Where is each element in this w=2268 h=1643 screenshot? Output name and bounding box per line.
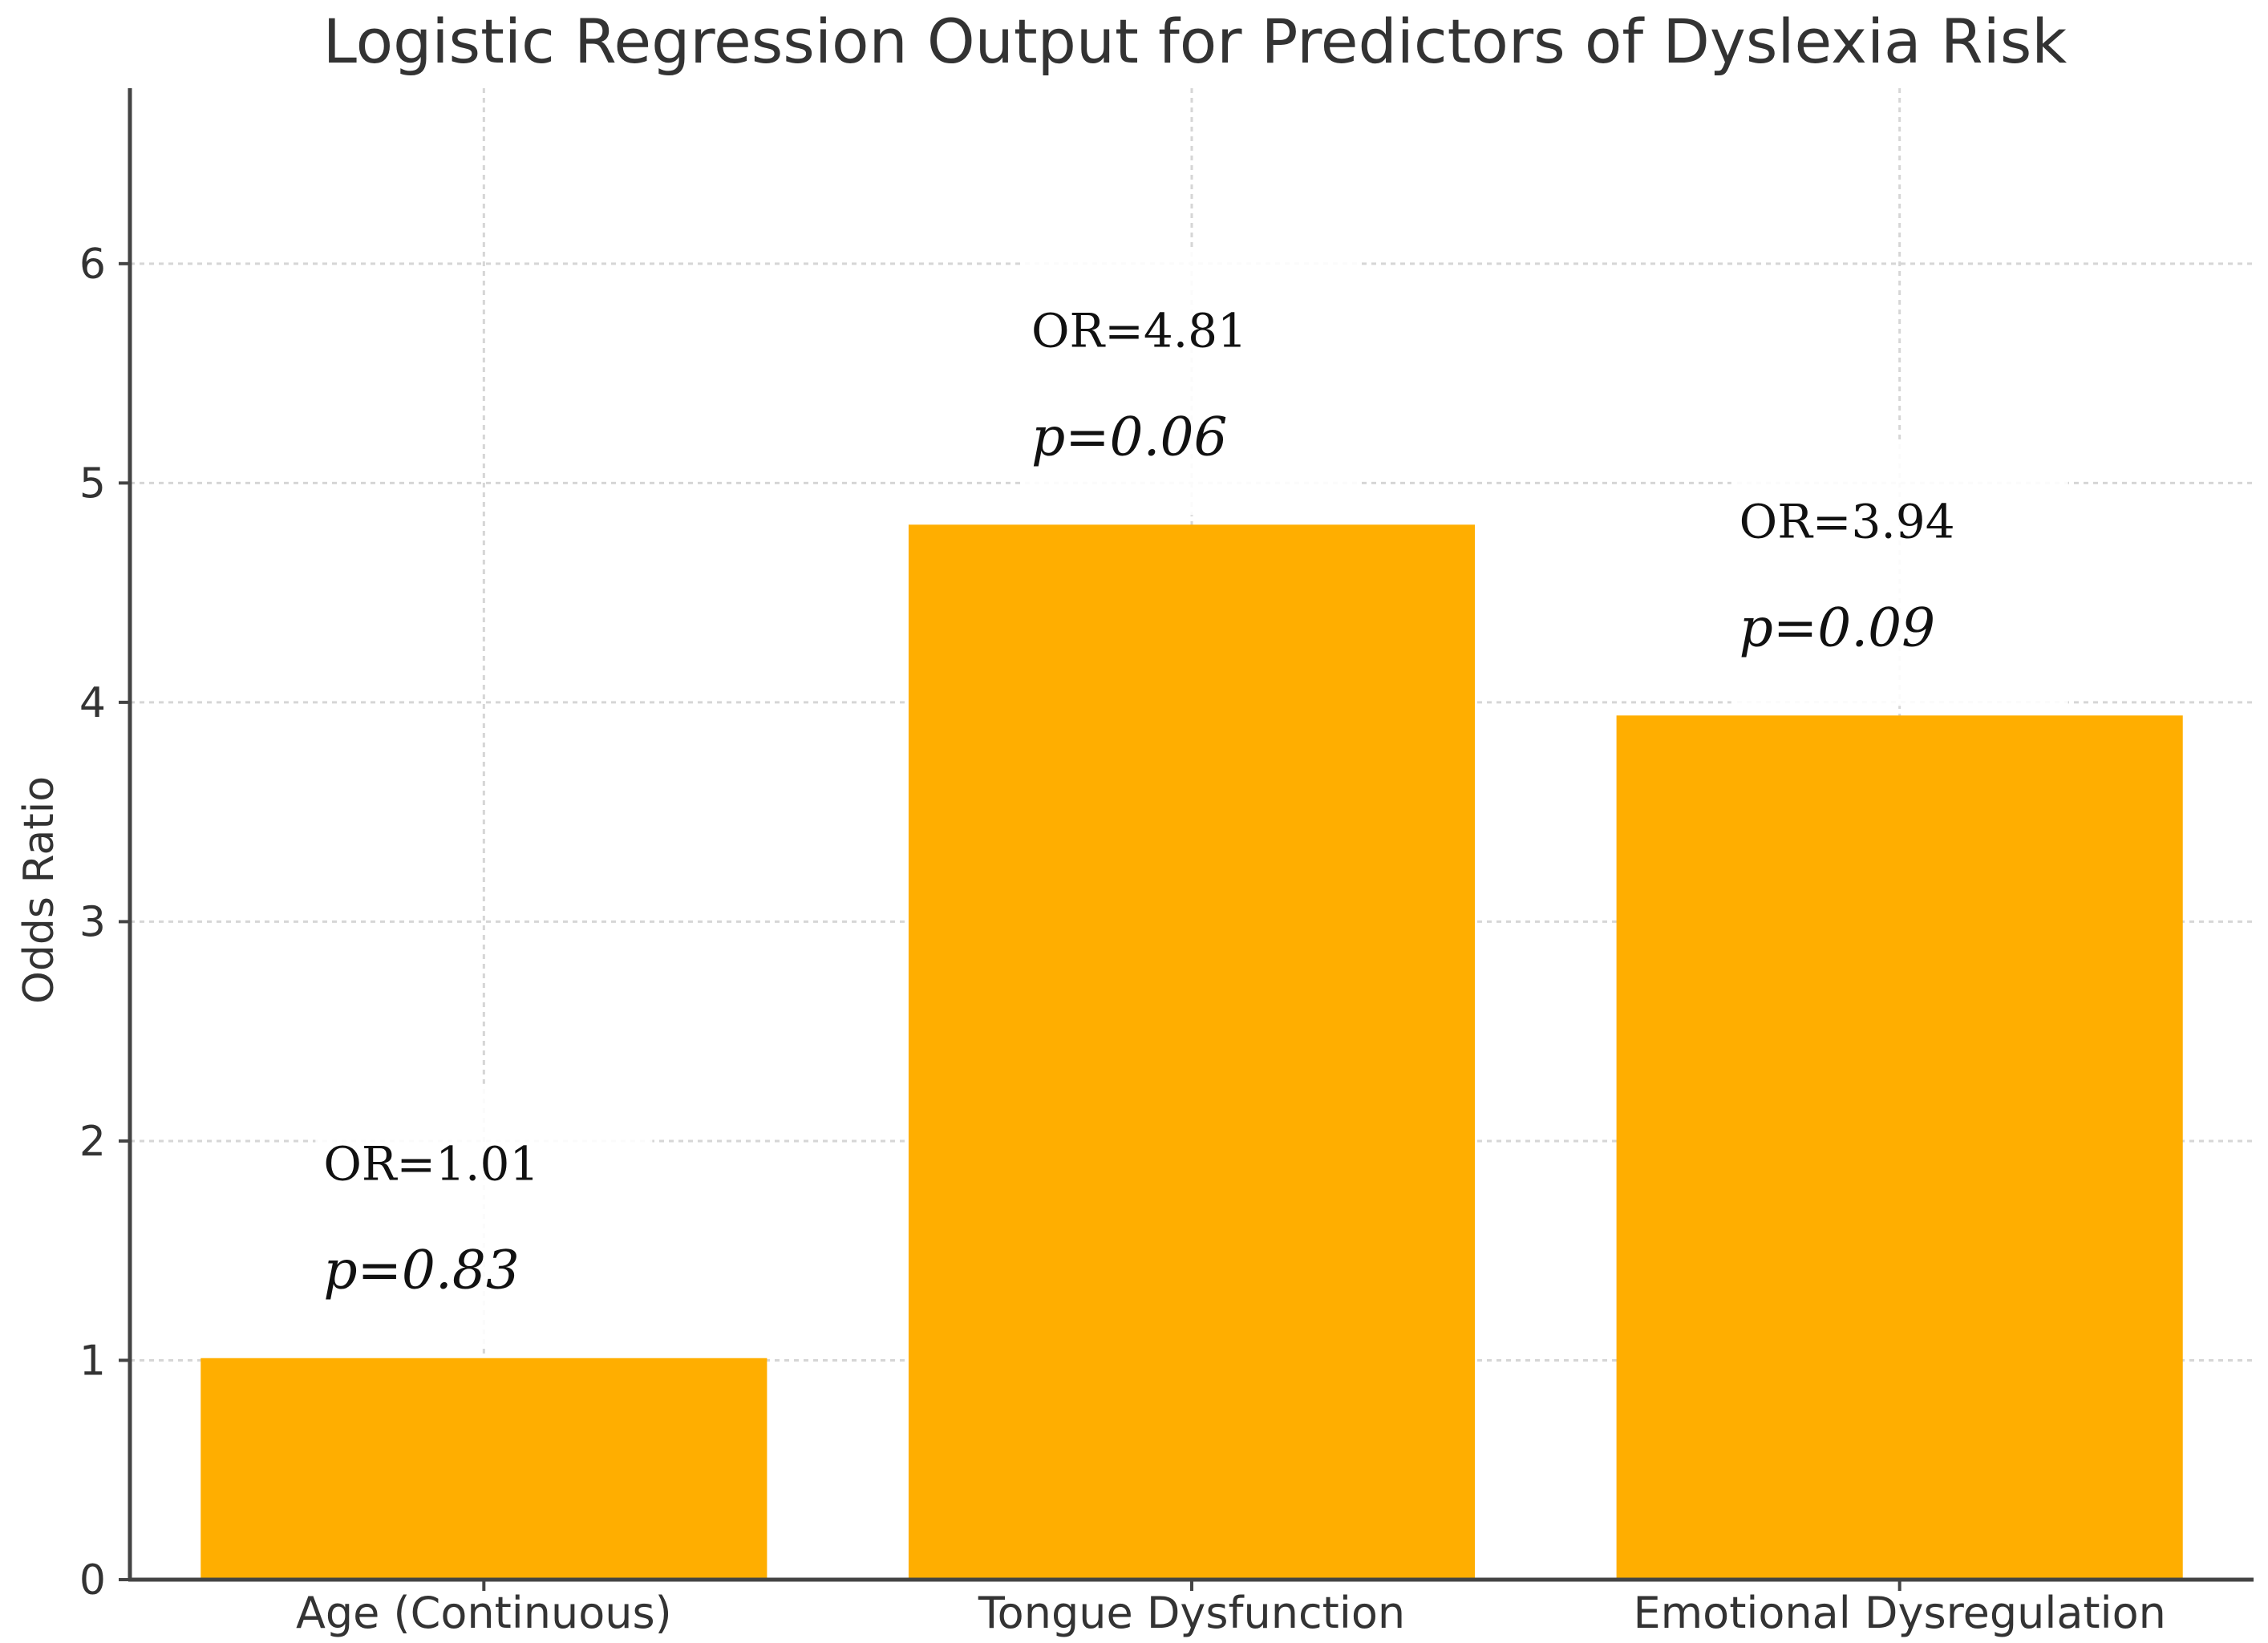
p-label-1: p=0.06 (1031, 406, 1228, 467)
bar-1 (908, 524, 1476, 1580)
y-tick-label-5: 5 (79, 459, 106, 508)
annotation-box-1 (1023, 250, 1360, 516)
y-axis-label: Odds Ratio (15, 776, 63, 1004)
y-tick-label-1: 1 (79, 1337, 106, 1385)
x-tick-label-1: Tongue Dysfunction (978, 1588, 1405, 1638)
or-label-2: OR=3.94 (1739, 494, 1955, 548)
or-label-1: OR=4.81 (1031, 303, 1247, 358)
x-tick-label-2: Emotional Dysregulation (1633, 1588, 2165, 1638)
y-tick-label-4: 4 (79, 679, 106, 727)
y-tick-label-3: 3 (79, 898, 106, 946)
y-tick-label-0: 0 (79, 1556, 106, 1605)
bar-2 (1616, 715, 2183, 1580)
x-tick-label-0: Age (Continuous) (296, 1588, 672, 1638)
chart-title: Logistic Regression Output for Predictor… (323, 6, 2068, 77)
or-label-0: OR=1.01 (323, 1137, 539, 1192)
bar-0 (200, 1358, 767, 1580)
annotation-box-2 (1731, 441, 2068, 706)
axes: 0 1 2 3 4 5 6 Age (Continuous) Tongue Dysfunctio… (79, 88, 2254, 1638)
annotation-box-0 (315, 1083, 653, 1349)
annotations: OR=1.01 p=0.83 OR=4.81 p=0.06 OR=3.94 p=0.09 (315, 250, 2068, 1349)
y-tick-label-2: 2 (79, 1118, 106, 1166)
bars (200, 524, 2183, 1580)
y-tick-label-6: 6 (79, 241, 106, 289)
p-label-2: p=0.09 (1739, 597, 1936, 658)
p-label-0: p=0.83 (323, 1240, 520, 1301)
